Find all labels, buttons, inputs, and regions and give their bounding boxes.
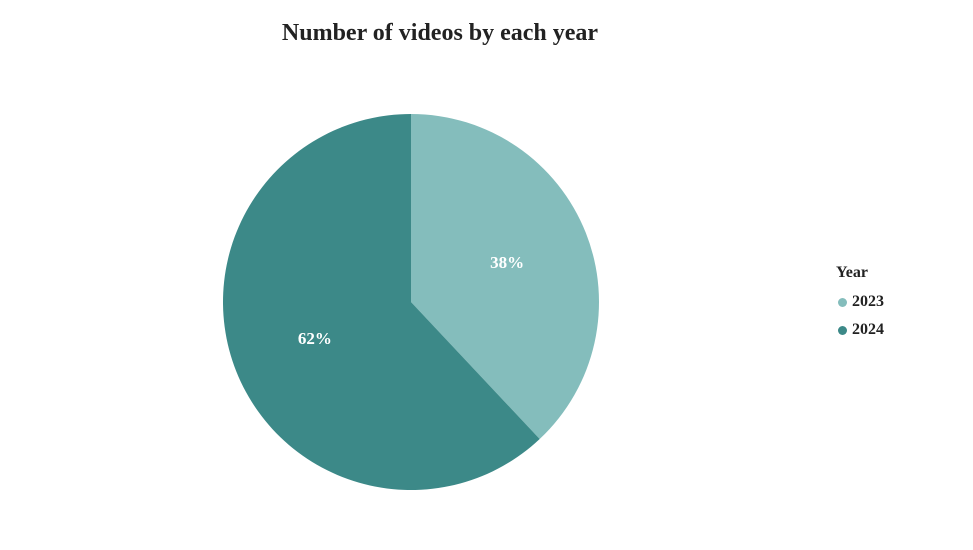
legend-item-2024[interactable]: 2024 — [836, 316, 884, 344]
legend: Year 2023 2024 — [836, 264, 884, 344]
legend-swatch-2024 — [838, 325, 847, 335]
legend-label-2024: 2024 — [852, 321, 884, 338]
legend-swatch-2023 — [838, 297, 847, 307]
pie-slice-2023[interactable] — [411, 114, 599, 440]
legend-title: Year — [836, 264, 868, 281]
legend-item-2023[interactable]: 2023 — [836, 288, 884, 316]
chart-title: Number of videos by each year — [281, 20, 599, 46]
slice-label-2023: 38% — [490, 253, 524, 272]
legend-label-2023: 2023 — [852, 293, 884, 310]
pie-slice-2024[interactable] — [222, 114, 540, 491]
slice-label-2024: 62% — [298, 329, 332, 348]
